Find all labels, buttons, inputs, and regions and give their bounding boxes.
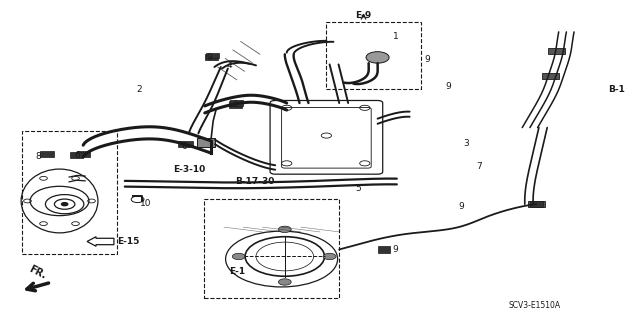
Text: 10: 10 (140, 199, 152, 208)
Bar (40, 151, 54, 157)
Bar (378, 246, 390, 253)
Text: E-3-10: E-3-10 (173, 165, 205, 174)
Text: 9: 9 (207, 53, 212, 62)
Text: 5: 5 (356, 184, 361, 193)
Text: B-1: B-1 (608, 85, 625, 94)
Text: E-15: E-15 (117, 237, 139, 246)
Circle shape (366, 52, 389, 63)
Bar (204, 199, 339, 298)
Bar (205, 54, 218, 60)
Text: 9: 9 (425, 55, 430, 63)
Text: 6: 6 (182, 142, 187, 151)
Text: 4: 4 (227, 61, 232, 70)
Text: SCV3-E1510A: SCV3-E1510A (508, 301, 561, 310)
Text: 6: 6 (74, 151, 79, 160)
Text: 9: 9 (445, 82, 451, 91)
Text: E-9: E-9 (355, 11, 372, 20)
Text: 9: 9 (393, 245, 398, 254)
Bar (22, 131, 117, 254)
Bar (197, 138, 215, 147)
Bar (530, 201, 543, 207)
Bar (206, 53, 219, 58)
Text: 7: 7 (476, 162, 481, 171)
Text: FR.: FR. (27, 264, 47, 281)
Text: 2: 2 (137, 85, 142, 94)
Text: 9: 9 (233, 100, 238, 109)
Text: B-17-30: B-17-30 (235, 177, 275, 186)
Text: 8: 8 (36, 152, 41, 161)
Circle shape (323, 253, 336, 260)
Text: 3: 3 (463, 139, 468, 148)
Bar (178, 141, 193, 147)
Bar (229, 101, 242, 108)
Bar (77, 151, 90, 157)
Text: E-1: E-1 (228, 267, 245, 276)
Bar (230, 100, 243, 106)
Bar (548, 48, 565, 54)
Bar (70, 152, 83, 158)
Text: 1: 1 (393, 32, 398, 41)
Bar (326, 22, 421, 89)
Circle shape (232, 253, 245, 260)
Circle shape (61, 203, 68, 206)
Text: 9: 9 (458, 202, 463, 211)
Circle shape (278, 226, 291, 233)
Bar (542, 73, 559, 79)
Circle shape (278, 279, 291, 285)
Bar (528, 201, 545, 207)
